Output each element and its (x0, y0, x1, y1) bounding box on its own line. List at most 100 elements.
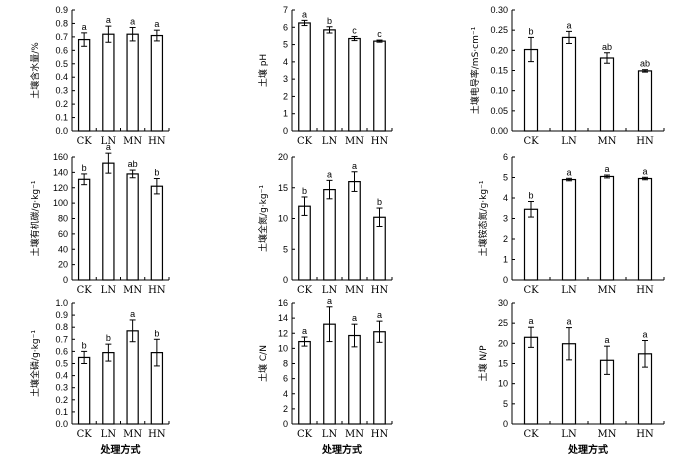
y-tick-label: 3 (283, 74, 288, 84)
y-tick-label: 25 (498, 318, 508, 328)
significance-label: b (154, 168, 159, 178)
chart-panel-3: 0.00 0.05 0.10 0.15 0.20 0.25 0.30 b CK a LN ab MN ab… (469, 5, 665, 147)
bar-MN (599, 57, 615, 132)
y-tick-label: 1.0 (55, 298, 68, 308)
bar-CK (77, 178, 91, 281)
y-tick-label: 10 (498, 379, 508, 389)
significance-label: a (327, 296, 332, 306)
significance-label: a (154, 19, 159, 29)
significance-label: a (566, 317, 571, 327)
significance-label: b (106, 333, 111, 343)
bar-LN (561, 36, 577, 132)
y-tick-label: 1 (283, 109, 288, 119)
y-tick-label: 0.10 (490, 86, 508, 96)
x-tick-label: LN (322, 429, 338, 440)
x-tick-label: MN (345, 136, 364, 147)
y-tick-label: 16 (278, 298, 288, 308)
y-tick-label: 6 (283, 374, 288, 384)
y-tick-label: 12 (278, 328, 288, 338)
y-tick-label: 0 (283, 126, 288, 136)
x-tick-label: MN (345, 285, 364, 296)
bar-CK (298, 340, 311, 425)
y-tick-label: 0.9 (55, 5, 68, 15)
y-tick-label: 0.8 (55, 18, 68, 28)
y-tick-label: 0.7 (55, 334, 68, 344)
bar-MN (599, 175, 615, 281)
chart-panel-9: 0 5 10 15 20 25 30 a CK a LN a MN a HN 土壤 N/P 处理方式 (477, 298, 665, 456)
y-tick-label: 0.20 (490, 45, 508, 55)
significance-label: b (302, 186, 307, 196)
bar-MN (348, 181, 361, 281)
significance-label: b (377, 197, 382, 207)
x-tick-label: MN (598, 429, 617, 440)
y-tick-label: 140 (53, 167, 68, 177)
significance-label: b (82, 340, 87, 350)
y-tick-label: 6 (283, 22, 288, 32)
bar-LN (102, 352, 115, 425)
chart-panel-4: 0 20 40 60 80 100 120 140 160 b CK a LN ab MN b HN 土壤有机碳/… (29, 142, 170, 296)
x-tick-label: HN (636, 136, 654, 147)
x-tick-label: CK (77, 429, 93, 440)
bar-LN (102, 162, 115, 281)
x-tick-label: HN (636, 285, 654, 296)
chart-panel-5: 0 5 10 15 20 b CK a LN a MN b HN 土壤全氮/g·kg⁻¹ (257, 152, 393, 296)
x-tick-label: LN (561, 429, 577, 440)
y-tick-label: 0 (283, 275, 288, 285)
y-tick-label: 0.7 (55, 32, 68, 42)
significance-label: a (106, 15, 111, 25)
x-tick-label: LN (101, 429, 117, 440)
x-tick-label: CK (77, 136, 93, 147)
y-axis-title: 土壤 N/P (477, 345, 489, 382)
y-tick-label: 30 (498, 298, 508, 308)
x-tick-label: CK (523, 136, 539, 147)
x-tick-label: HN (148, 136, 166, 147)
bar-HN (637, 177, 653, 281)
bar-CK (77, 356, 91, 425)
significance-label: a (528, 316, 533, 326)
y-tick-label: 0 (63, 275, 68, 285)
x-axis-title: 处理方式 (567, 443, 608, 456)
x-tick-label: CK (523, 285, 539, 296)
y-axis-title: 土壤全磷/g·kg⁻¹ (29, 330, 41, 397)
y-tick-label: 2 (503, 234, 508, 244)
significance-label: a (604, 335, 609, 345)
significance-label: a (604, 164, 609, 174)
y-tick-label: 5 (283, 40, 288, 50)
bar-CK (523, 208, 539, 281)
y-tick-label: 0.30 (490, 5, 508, 15)
y-tick-label: 10 (278, 343, 288, 353)
y-tick-label: 40 (58, 244, 68, 254)
x-tick-label: CK (297, 429, 313, 440)
y-tick-label: 0.8 (55, 322, 68, 332)
y-tick-label: 0 (283, 419, 288, 429)
y-axis-title: 土壤 pH (257, 54, 269, 87)
significance-label: ab (640, 59, 650, 69)
y-tick-label: 0.4 (55, 72, 68, 82)
y-tick-label: 5 (503, 399, 508, 409)
bar-HN (150, 185, 164, 281)
significance-label: a (377, 310, 382, 320)
y-tick-label: 60 (58, 229, 68, 239)
x-tick-label: HN (371, 136, 389, 147)
y-tick-label: 2 (283, 91, 288, 101)
y-tick-label: 120 (53, 183, 68, 193)
chart-panel-1: 0.0 0.1 0.2 0.3 0.4 0.5 0.6 0.7 0.8 0.9 a CK a LN a MN a… (29, 5, 170, 147)
y-tick-label: 20 (58, 260, 68, 270)
x-tick-label: HN (636, 429, 654, 440)
x-tick-label: MN (345, 429, 364, 440)
chart-panel-2: 0 1 2 3 4 5 6 7 a CK b LN c MN c HN 土壤 pH (257, 5, 393, 147)
x-tick-label: CK (523, 429, 539, 440)
y-tick-label: 0.0 (55, 419, 68, 429)
y-tick-label: 80 (58, 214, 68, 224)
y-tick-label: 20 (498, 338, 508, 348)
significance-label: a (327, 169, 332, 179)
x-tick-label: HN (371, 285, 389, 296)
x-tick-label: MN (123, 429, 142, 440)
y-tick-label: 0.2 (55, 99, 68, 109)
significance-label: a (302, 326, 307, 336)
y-tick-label: 5 (283, 244, 288, 254)
y-tick-label: 0.05 (490, 106, 508, 116)
significance-label: ab (128, 159, 138, 169)
x-tick-label: MN (123, 136, 142, 147)
y-axis-title: 土壤含水量/% (29, 42, 41, 99)
